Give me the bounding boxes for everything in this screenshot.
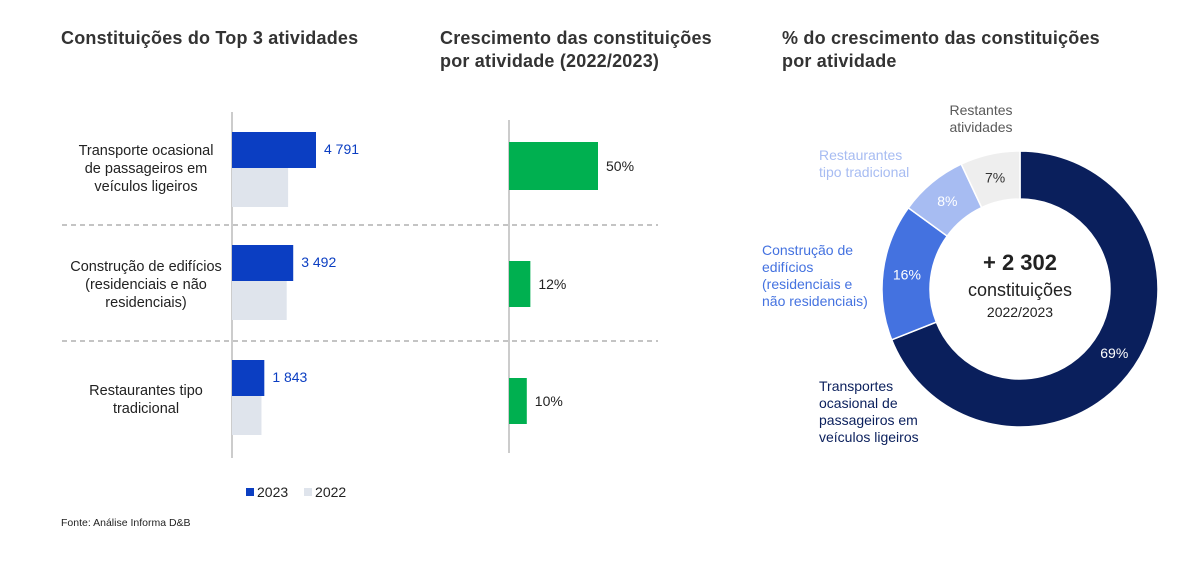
legend-item-2022: 2022 [304, 484, 346, 500]
donut-slice-label: 16% [893, 267, 921, 283]
chart-title-right: % do crescimento das constituições por a… [782, 27, 1162, 73]
donut-label-rest: Restantes atividades [946, 102, 1016, 136]
donut-label-line: ocasional de [819, 395, 898, 411]
bar-2023 [232, 245, 294, 281]
category-label-line: Restaurantes tipo [89, 383, 203, 399]
chart-title-middle: Crescimento das constituições por ativid… [440, 27, 760, 73]
chart-title-left: Constituições do Top 3 atividades [61, 28, 359, 48]
chart-title-right-line2: por atividade [782, 51, 897, 71]
chart-title-right-line1: % do crescimento das constituições [782, 28, 1100, 48]
donut-label-line: Transportes [819, 378, 894, 394]
category-label-transport: Transporte ocasional de passageiros em v… [46, 142, 246, 196]
donut-slice-label: 7% [985, 170, 1005, 186]
legend-label-2023: 2023 [257, 484, 289, 500]
category-label-line: tradicional [112, 401, 180, 417]
category-label-line: veículos ligeiros [94, 179, 198, 195]
donut-label-restaurants: Restaurantes tipo tradicional [819, 147, 909, 181]
bar-2023 [232, 132, 316, 168]
donut-label-line: Restaurantes [819, 147, 903, 163]
donut-label-line: atividades [949, 119, 1013, 135]
chart-title-middle-line1: Crescimento das constituições [440, 28, 712, 48]
growth-label: 12% [538, 276, 566, 292]
donut-label-transport: Transportes ocasional de passageiros em … [819, 378, 919, 446]
growth-bar [509, 261, 531, 307]
legend-label-2022: 2022 [315, 484, 347, 500]
donut-label-line: Restantes [949, 102, 1013, 118]
donut-center-period: 2022/2023 [986, 304, 1054, 320]
legend: 2023 2022 [246, 483, 358, 500]
category-label-line: de passageiros em [84, 161, 208, 177]
donut-label-line: edifícios [762, 259, 814, 275]
donut-slice-label: 8% [937, 193, 957, 209]
donut-center-label: constituições [967, 280, 1073, 300]
bar-2022 [232, 396, 262, 435]
category-label-line: residenciais) [105, 295, 187, 311]
donut-center-value: + 2 302 [982, 250, 1057, 275]
category-label-line: (residenciais e não [85, 277, 207, 293]
bar-label-2023: 1 843 [272, 369, 307, 385]
legend-swatch-2022 [304, 488, 313, 496]
donut-label-line: veículos ligeiros [819, 429, 919, 445]
bar-2022 [232, 168, 289, 207]
bar-label-2023: 4 791 [324, 141, 359, 157]
legend-item-2023: 2023 [246, 484, 288, 500]
legend-swatch-2023 [246, 488, 254, 496]
category-label-line: Transporte ocasional [78, 143, 214, 159]
donut-label-line: não residenciais) [762, 293, 868, 309]
donut-slice-label: 69% [1100, 345, 1128, 361]
category-label-restaurants: Restaurantes tipo tradicional [46, 382, 246, 418]
donut-label-construction: Construção de edifícios (residenciais e … [762, 242, 868, 310]
category-label-line: Construção de edifícios [70, 259, 222, 275]
chart-title-middle-line2: por atividade (2022/2023) [440, 51, 660, 71]
source-note: Fonte: Análise Informa D&B [61, 517, 191, 529]
donut-slice [960, 150, 1021, 209]
category-label-construction: Construção de edifícios (residenciais e … [46, 258, 246, 312]
donut-slice [890, 150, 1159, 428]
donut-label-line: Construção de [762, 242, 854, 258]
donut-label-line: tipo tradicional [819, 164, 910, 180]
bar-2022 [232, 281, 287, 320]
growth-label: 50% [606, 158, 634, 174]
bar-2023 [232, 360, 265, 396]
bar-label-2023: 3 492 [301, 254, 336, 270]
growth-label: 10% [535, 393, 563, 409]
donut-label-line: passageiros em [819, 412, 918, 428]
growth-bar [509, 378, 527, 424]
donut-label-line: (residenciais e [762, 276, 853, 292]
growth-bar [509, 142, 598, 190]
